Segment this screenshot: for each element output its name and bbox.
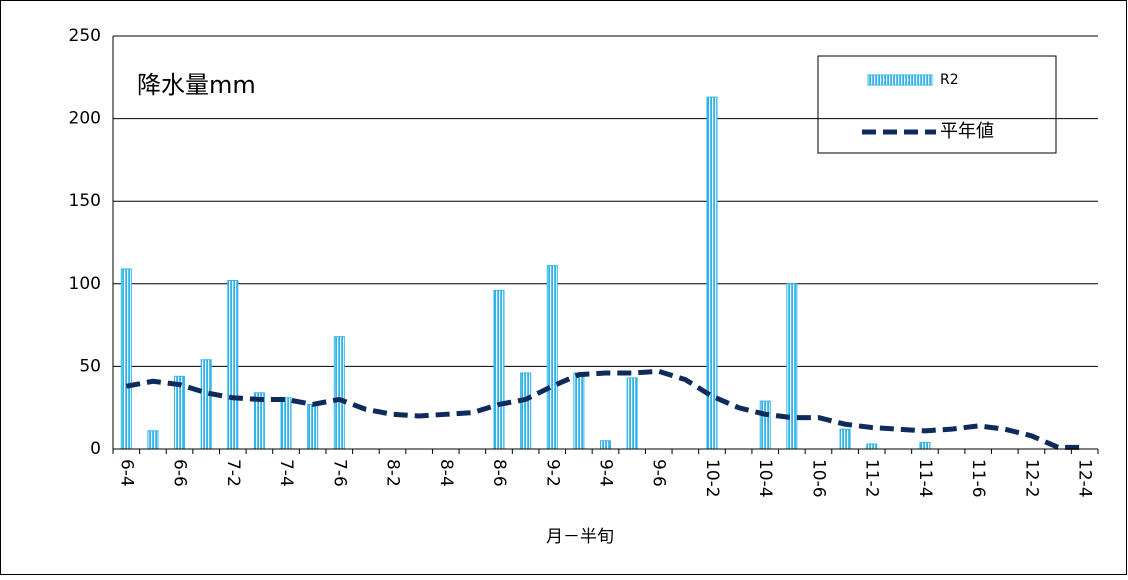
x-tick-label: 8-4 [436,459,456,487]
legend [817,55,1057,154]
bar [839,428,851,450]
y-tick-label: 200 [69,109,101,129]
chart-title: 降水量mm [137,71,256,99]
x-tick-label: 7-2 [223,459,243,487]
y-tick-label: 0 [90,439,101,459]
y-tick-label: 100 [69,274,101,294]
x-tick-label: 8-2 [383,459,403,487]
legend-swatch [867,74,933,86]
x-tick-label: 10-2 [702,459,722,498]
x-tick-label: 6-6 [170,459,190,487]
x-tick-label: 8-6 [489,459,509,487]
x-tick-label: 9-2 [542,459,562,487]
y-tick-label: 250 [69,26,101,46]
bar [600,440,611,450]
x-tick-label: 7-4 [276,459,296,487]
bar [200,359,212,450]
x-tick-label: 11-6 [968,459,988,498]
legend-label: R2 [940,72,959,88]
y-tick-label: 150 [69,191,101,211]
legend-label: 平年値 [940,121,994,142]
x-axis-title: 月－半旬 [546,527,614,547]
x-tick-label: 6-4 [116,459,136,487]
x-tick-label: 9-4 [596,459,616,487]
x-tick-label: 12-2 [1021,459,1041,498]
bar [546,265,558,450]
bar [759,400,771,450]
bar [520,372,532,450]
bar [227,279,239,450]
x-tick-label: 11-4 [915,459,935,498]
x-tick-label: 11-2 [862,459,882,498]
bar [573,372,585,450]
bar [120,268,132,450]
x-tick-label: 12-4 [1075,459,1095,498]
bar [626,377,638,450]
bar [786,283,798,450]
x-tick-label: 10-4 [755,459,775,498]
bar [333,336,345,450]
bar [307,403,319,450]
bar [493,289,505,450]
bar [866,443,878,450]
y-tick-label: 50 [79,356,101,376]
bar [280,397,292,450]
bar [174,375,186,450]
x-tick-label: 10-6 [808,459,828,498]
bar [147,430,159,450]
x-tick-label: 9-6 [649,459,669,487]
bar [919,441,931,450]
x-tick-label: 7-6 [329,459,349,487]
line [125,368,1085,450]
